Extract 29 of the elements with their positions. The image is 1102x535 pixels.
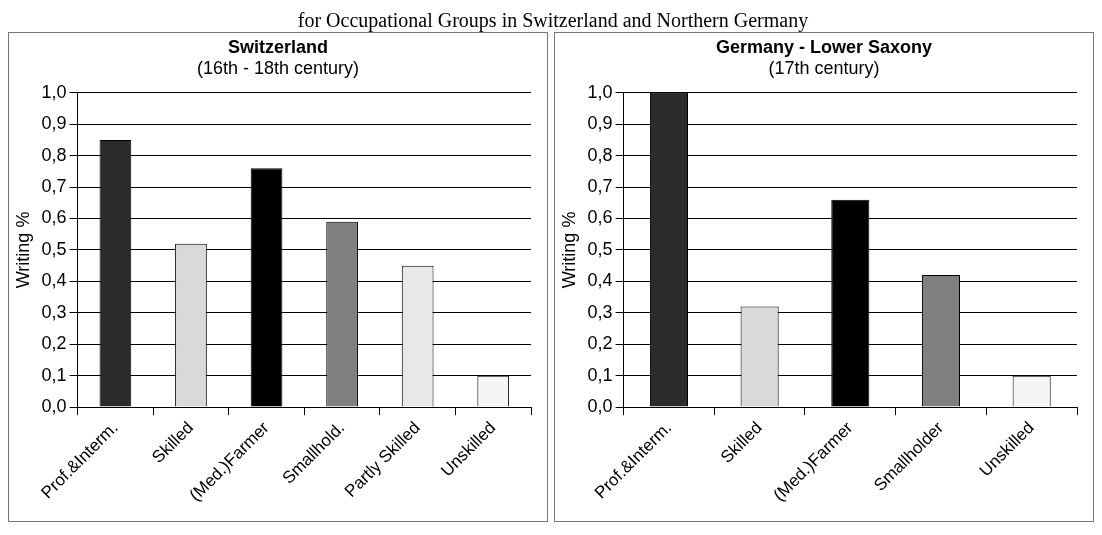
y-tick-label: 0,5 xyxy=(587,238,613,259)
y-tick-label: 0,4 xyxy=(41,270,67,291)
y-tick-label: 0,9 xyxy=(587,113,613,134)
y-tick-label: 0,0 xyxy=(41,396,67,417)
y-tick-label: 0,7 xyxy=(41,176,67,197)
y-tick-label: 0,7 xyxy=(587,176,613,197)
y-tick-label: 0,2 xyxy=(587,333,613,354)
y-tick-label: 0,1 xyxy=(587,364,613,385)
y-axis-title: Writing % xyxy=(12,211,33,289)
y-tick-label: 0,2 xyxy=(41,333,67,354)
y-tick-label: 0,8 xyxy=(587,144,613,165)
chart-subtitle: (17th century) xyxy=(767,58,881,79)
text: for Occupational Groups in Switzerland and Northern Germany xyxy=(296,8,810,32)
y-tick-label: 0,1 xyxy=(41,364,67,385)
y-tick-label: 0,9 xyxy=(41,113,67,134)
y-tick-label: 0,6 xyxy=(587,207,613,228)
y-tick-label: 1,0 xyxy=(41,81,67,102)
y-tick-label: 0,5 xyxy=(41,238,67,259)
y-tick-label: 0,0 xyxy=(587,396,613,417)
chart-title: Germany - Lower Saxony xyxy=(714,37,934,58)
y-axis-title: Writing % xyxy=(558,211,579,289)
y-tick-label: 0,6 xyxy=(41,207,67,228)
y-tick-label: 0,3 xyxy=(41,301,67,322)
chart-title: Switzerland xyxy=(227,37,329,58)
y-tick-label: 0,4 xyxy=(587,270,613,291)
y-tick-label: 0,3 xyxy=(587,301,613,322)
y-tick-label: 1,0 xyxy=(587,81,613,102)
chart-subtitle: (16th - 18th century) xyxy=(195,58,361,79)
y-tick-label: 0,8 xyxy=(41,144,67,165)
